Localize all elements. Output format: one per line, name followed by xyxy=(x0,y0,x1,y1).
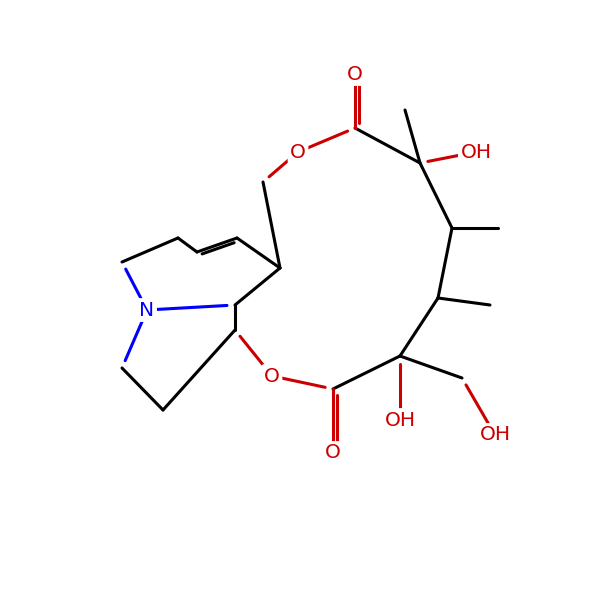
Text: OH: OH xyxy=(385,410,416,430)
Text: O: O xyxy=(264,367,280,385)
Text: OH: OH xyxy=(479,425,511,445)
Text: O: O xyxy=(290,142,306,161)
Text: N: N xyxy=(139,301,155,319)
Text: O: O xyxy=(325,443,341,463)
Text: O: O xyxy=(347,64,363,83)
Text: OH: OH xyxy=(460,142,491,161)
